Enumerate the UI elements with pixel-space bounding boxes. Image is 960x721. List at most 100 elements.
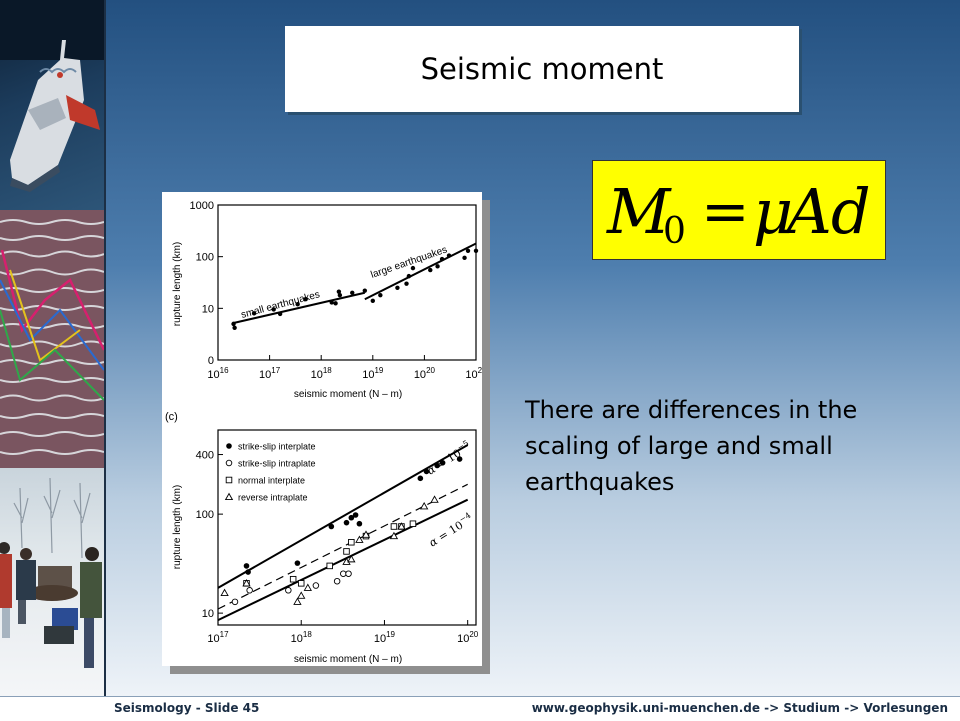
panel1-point-18 bbox=[410, 265, 416, 271]
panel1-point-0 bbox=[231, 321, 236, 327]
panel2-series-0-point-4 bbox=[343, 519, 350, 526]
slide-title-box: Seismic moment bbox=[285, 26, 799, 112]
panel2-xtick-label-3: 1020 bbox=[457, 630, 479, 645]
legend-marker-1 bbox=[225, 459, 233, 467]
panel1-ytick-label-3: 0 bbox=[208, 355, 214, 367]
panel1-point-5 bbox=[295, 302, 300, 307]
panel1-point-17 bbox=[406, 273, 412, 279]
panel2-ytick-label-0: 400 bbox=[196, 450, 214, 462]
panel2-series-0-point-9 bbox=[423, 468, 430, 475]
panel1-point-13 bbox=[370, 298, 375, 303]
panel2-xtick-label-1: 1018 bbox=[291, 630, 313, 645]
panel1-xtick-label-3: 1019 bbox=[362, 366, 384, 381]
panel2-series-3-point-4 bbox=[303, 583, 312, 591]
legend-marker-0 bbox=[226, 443, 232, 449]
panel2-ytick-label-1: 100 bbox=[196, 509, 214, 521]
panel2-series-1-point-3 bbox=[312, 582, 320, 589]
panel1-point-19 bbox=[428, 267, 433, 273]
panel2-ylabel: rupture length (km) bbox=[172, 485, 183, 569]
panel2-series-0-point-5 bbox=[348, 514, 355, 521]
panel2-xtick-label-0: 1017 bbox=[207, 630, 229, 645]
legend-label-3: reverse intraplate bbox=[238, 493, 308, 503]
panel2-series-0-point-10 bbox=[434, 462, 440, 469]
panel2-series-2-point-1 bbox=[289, 575, 297, 583]
panel1-point-24 bbox=[465, 248, 471, 253]
panel2-series-3-point-6 bbox=[347, 554, 356, 563]
panel2-series-3-point-12 bbox=[430, 495, 439, 503]
panel2-series-1-point-0 bbox=[231, 598, 239, 606]
panel2-series-2-point-4 bbox=[343, 548, 350, 555]
panel1-ytick-label-0: 1000 bbox=[190, 200, 214, 212]
footer-slide-number: Seismology - Slide 45 bbox=[114, 701, 260, 715]
legend-marker-2 bbox=[225, 476, 233, 484]
panel2-series-0-point-3 bbox=[328, 523, 335, 530]
formula-d: d bbox=[831, 175, 871, 248]
panel1-point-8 bbox=[333, 301, 338, 306]
sidebar-photo-strip bbox=[0, 0, 104, 696]
panel2-series-2-point-9 bbox=[409, 520, 417, 527]
panel1-point-16 bbox=[404, 281, 409, 286]
panel2-series-0-point-6 bbox=[352, 512, 359, 518]
panel-c-label: (c) bbox=[165, 411, 178, 423]
panel2-series-3-point-9 bbox=[389, 531, 399, 540]
panel1-point-22 bbox=[446, 253, 452, 258]
footer-url: www.geophysik.uni-muenchen.de -> Studium… bbox=[531, 701, 948, 715]
panel2-series-3-point-0 bbox=[220, 588, 229, 596]
panel2-series-1-point-5 bbox=[340, 570, 347, 577]
panel2-series-1-point-1 bbox=[246, 587, 253, 594]
panel1-point-6 bbox=[303, 297, 308, 302]
panel2-series-1-point-6 bbox=[345, 570, 352, 577]
panel1-point-11 bbox=[350, 290, 355, 295]
formula-subscript: 0 bbox=[663, 211, 686, 252]
field-work-photo bbox=[0, 468, 104, 696]
formula-mu: μ bbox=[753, 175, 793, 248]
panel2-ytick-label-2: 10 bbox=[202, 608, 214, 620]
panel2-series-0-point-1 bbox=[245, 569, 251, 575]
sidebar-divider bbox=[104, 0, 106, 696]
formula-M: M bbox=[606, 175, 672, 248]
panel2-series-1-point-4 bbox=[333, 577, 341, 585]
panel2-fit-line-2 bbox=[217, 498, 469, 622]
panel1-xtick-label-0: 1016 bbox=[207, 366, 229, 381]
panel1-point-20 bbox=[435, 264, 440, 269]
legend-label-0: strike-slip interplate bbox=[238, 442, 316, 452]
panel1-fit-line-0 bbox=[233, 291, 366, 324]
panel1-ytick-label-2: 10 bbox=[202, 303, 214, 315]
panel2-xlabel: seismic moment (N – m) bbox=[294, 654, 402, 665]
panel1-point-12 bbox=[362, 288, 368, 293]
panel1-point-9 bbox=[337, 292, 343, 298]
panel1-point-2 bbox=[251, 311, 257, 316]
panel2-series-0-point-11 bbox=[439, 460, 446, 466]
panel2-series-0-point-8 bbox=[417, 475, 424, 482]
panel1-ytick-label-1: 100 bbox=[196, 252, 214, 264]
alpha-label-upper: α = 10−5 bbox=[424, 439, 474, 478]
panel2-series-0-point-0 bbox=[243, 563, 250, 569]
panel1-point-23 bbox=[462, 255, 467, 261]
formula-equals: = bbox=[701, 177, 750, 245]
panel2-series-2-point-3 bbox=[326, 562, 333, 570]
panel1-point-15 bbox=[395, 285, 400, 290]
description-text: There are differences in the scaling of … bbox=[525, 396, 858, 496]
panel1-xtick-label-1: 1017 bbox=[259, 366, 281, 381]
panel2-series-3-point-11 bbox=[419, 501, 429, 510]
research-ship-photo bbox=[0, 0, 104, 210]
panel2-series-0-point-7 bbox=[356, 520, 363, 527]
seismic-section-image bbox=[0, 210, 104, 468]
panel1-xlabel: seismic moment (N – m) bbox=[294, 389, 402, 400]
panel1-point-14 bbox=[378, 292, 383, 298]
panel1-xtick-label-2: 1018 bbox=[311, 366, 333, 381]
slide-title: Seismic moment bbox=[420, 52, 664, 86]
panel-c-rupture-length-by-fault-type: (c) 400 100 10 1017 1018 1019 1020 strike-sli… bbox=[165, 411, 479, 665]
slide-footer: Seismology - Slide 45 www.geophysik.uni-… bbox=[0, 696, 960, 721]
panel1-fit-line-1 bbox=[364, 242, 477, 301]
panel2-series-3-point-8 bbox=[361, 530, 371, 538]
svg-text:α = 10−5: α = 10−5 bbox=[424, 439, 474, 478]
panel2-series-2-point-2 bbox=[297, 580, 305, 587]
panel1-point-21 bbox=[439, 256, 445, 262]
panel1-point-1 bbox=[232, 325, 237, 330]
panel2-series-1-point-2 bbox=[285, 587, 292, 594]
formula-box: M 0 = μ A d bbox=[592, 160, 886, 260]
panel1-ylabel: rupture length (km) bbox=[172, 242, 183, 326]
